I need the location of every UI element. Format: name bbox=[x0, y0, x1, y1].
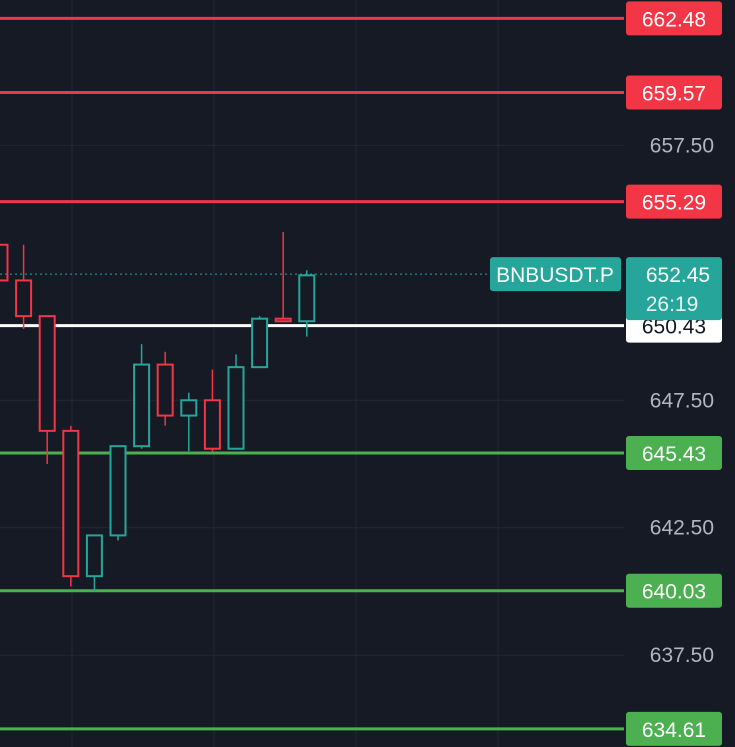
price-tick-label: 642.50 bbox=[650, 517, 714, 540]
candle-up bbox=[133, 344, 151, 449]
resistance-price-tag bbox=[626, 1, 722, 36]
candle-body bbox=[251, 317, 269, 369]
candle-body bbox=[133, 363, 151, 448]
candle-up bbox=[298, 270, 316, 337]
candle-body bbox=[227, 366, 245, 450]
candles bbox=[0, 232, 316, 592]
candle-body bbox=[274, 317, 292, 323]
resistance-price-label: 659.57 bbox=[642, 83, 706, 106]
candle-up bbox=[227, 354, 245, 450]
candle-body bbox=[109, 445, 127, 537]
price-tick-label: 657.50 bbox=[650, 134, 714, 157]
resistance-price-tag bbox=[626, 184, 722, 219]
candle-body bbox=[298, 274, 316, 323]
candle-body bbox=[15, 279, 33, 318]
support-price-label: 634.61 bbox=[642, 719, 706, 742]
last-price-tag bbox=[626, 257, 722, 321]
price-tick-label: 637.50 bbox=[650, 644, 714, 667]
candle-body bbox=[180, 399, 198, 417]
candle-body bbox=[62, 429, 80, 578]
candle-body bbox=[156, 363, 174, 417]
countdown-label: 26:19 bbox=[646, 293, 699, 316]
candle-down bbox=[15, 244, 33, 329]
candle-up bbox=[109, 445, 127, 541]
candle-up bbox=[85, 534, 103, 592]
candle-down bbox=[38, 315, 56, 465]
candle-body bbox=[38, 315, 56, 432]
candle-down bbox=[274, 232, 292, 323]
candle-body bbox=[85, 534, 103, 578]
symbol-tag bbox=[490, 257, 621, 292]
candle-down bbox=[156, 351, 174, 426]
price-tick-label: 647.50 bbox=[650, 389, 714, 412]
candle-down bbox=[0, 243, 9, 282]
candle-body bbox=[203, 399, 221, 450]
last-price-marker: BNBUSDT.P 652.45 26:19 bbox=[0, 257, 722, 321]
candle-down bbox=[62, 425, 80, 587]
symbol-label: BNBUSDT.P bbox=[496, 264, 614, 287]
candle-up bbox=[251, 316, 269, 369]
resistance-price-tag bbox=[626, 75, 722, 110]
support-price-label: 645.43 bbox=[642, 443, 706, 466]
support-price-tag bbox=[626, 436, 722, 471]
price-axis: 657.50 647.50 642.50 637.50 bbox=[650, 134, 714, 667]
pivot-price-label: 650.43 bbox=[642, 316, 706, 339]
grid bbox=[0, 0, 624, 747]
last-price-label: 652.45 bbox=[646, 264, 710, 287]
support-price-tag bbox=[626, 711, 722, 746]
resistance-price-label: 655.29 bbox=[642, 192, 706, 215]
level-lines: 662.48 659.57 655.29 650.43 645.43 640.03 634.… bbox=[0, 1, 722, 746]
resistance-price-label: 662.48 bbox=[642, 8, 706, 31]
candle-body bbox=[0, 243, 9, 282]
support-price-tag bbox=[626, 573, 722, 608]
candle-up bbox=[180, 392, 198, 452]
support-price-label: 640.03 bbox=[642, 581, 706, 604]
candle-down bbox=[203, 369, 221, 452]
